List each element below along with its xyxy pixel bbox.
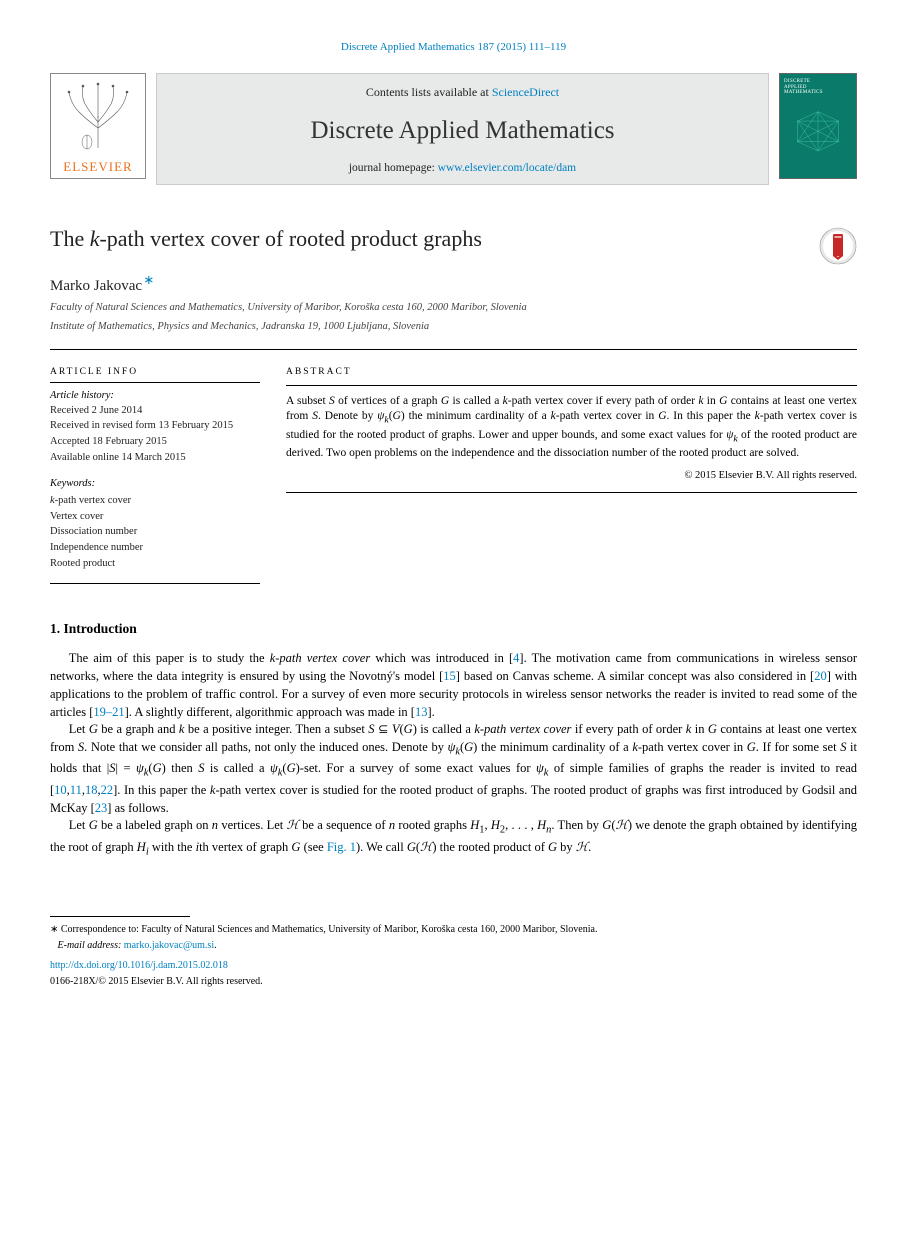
abstract-copyright: © 2015 Elsevier B.V. All rights reserved… — [286, 469, 857, 484]
ref-link[interactable]: 11 — [70, 783, 82, 797]
banner-center: Contents lists available at ScienceDirec… — [156, 73, 769, 185]
keyword: Independence number — [50, 541, 260, 556]
affiliation-1: Faculty of Natural Sciences and Mathemat… — [50, 301, 857, 316]
elsevier-label: ELSEVIER — [63, 158, 132, 176]
cover-graphic-icon — [790, 108, 846, 155]
crossmark-icon[interactable] — [819, 227, 857, 265]
contents-prefix: Contents lists available at — [366, 85, 492, 99]
banner: ELSEVIER Contents lists available at Sci… — [50, 73, 857, 185]
text: The aim of this paper is to study the — [69, 651, 270, 665]
article-info: ARTICLE INFO Article history: Received 2… — [50, 366, 260, 573]
paragraph: Let G be a graph and k be a positive int… — [50, 721, 857, 817]
text: which was introduced in [ — [370, 651, 513, 665]
ref-link[interactable]: 19–21 — [93, 705, 124, 719]
rule — [286, 492, 857, 493]
history-accepted: Accepted 18 February 2015 — [50, 435, 260, 450]
paragraph: The aim of this paper is to study the k-… — [50, 650, 857, 721]
rule — [50, 382, 260, 383]
keyword: Dissociation number — [50, 525, 260, 540]
author-name: Marko Jakovac ∗ — [50, 271, 857, 297]
history-revised: Received in revised form 13 February 201… — [50, 419, 260, 434]
elsevier-logo[interactable]: ELSEVIER — [50, 73, 146, 179]
paper-title: The k-path vertex cover of rooted produc… — [50, 225, 482, 253]
ref-link[interactable]: 23 — [95, 801, 108, 815]
ref-link[interactable]: 18 — [85, 783, 98, 797]
footnotes: ∗ Correspondence to: Faculty of Natural … — [50, 923, 857, 953]
abstract-head: ABSTRACT — [286, 366, 857, 379]
text: k-path vertex cover — [270, 651, 370, 665]
section-heading: 1. Introduction — [50, 620, 857, 639]
meta-block: ARTICLE INFO Article history: Received 2… — [50, 366, 857, 573]
text: ] based on Canvas scheme. A similar conc… — [456, 669, 814, 683]
body-text: The aim of this paper is to study the k-… — [50, 650, 857, 859]
footnote-email: E-mail address: marko.jakovac@um.si. — [50, 939, 857, 953]
article-history-label: Article history: — [50, 389, 260, 404]
email-link[interactable]: marko.jakovac@um.si — [124, 940, 214, 951]
keyword: k-path vertex cover — [50, 494, 260, 509]
figure-link[interactable]: Fig. 1 — [327, 840, 356, 854]
doi-line: http://dx.doi.org/10.1016/j.dam.2015.02.… — [50, 959, 857, 973]
author-corr-mark[interactable]: ∗ — [143, 272, 154, 287]
section-title: Introduction — [64, 621, 137, 636]
article-info-head: ARTICLE INFO — [50, 366, 260, 379]
author-text: Marko Jakovac — [50, 278, 142, 294]
title-row: The k-path vertex cover of rooted produc… — [50, 225, 857, 265]
email-label: E-mail address: — [58, 940, 122, 951]
citation-link[interactable]: Discrete Applied Mathematics 187 (2015) … — [341, 41, 566, 53]
footnote-correspondence: ∗ Correspondence to: Faculty of Natural … — [50, 923, 857, 937]
cover-title-3: MATHEMATICS — [784, 90, 852, 96]
copyright-footer: 0166-218X/© 2015 Elsevier B.V. All right… — [50, 975, 857, 989]
rule — [50, 349, 857, 350]
ref-link[interactable]: 10 — [54, 783, 67, 797]
doi-link[interactable]: http://dx.doi.org/10.1016/j.dam.2015.02.… — [50, 960, 228, 971]
ref-link[interactable]: 22 — [101, 783, 114, 797]
text: ]. — [427, 705, 434, 719]
affiliation-2: Institute of Mathematics, Physics and Me… — [50, 320, 857, 335]
sciencedirect-link[interactable]: ScienceDirect — [492, 85, 559, 99]
history-online: Available online 14 March 2015 — [50, 451, 260, 466]
rule — [50, 583, 260, 584]
contents-line: Contents lists available at ScienceDirec… — [167, 84, 758, 101]
section-number: 1. — [50, 621, 60, 636]
header-citation: Discrete Applied Mathematics 187 (2015) … — [50, 40, 857, 55]
abstract-text: A subset S of vertices of a graph G is c… — [286, 394, 857, 461]
homepage-prefix: journal homepage: — [349, 162, 438, 174]
rule — [286, 385, 857, 386]
ref-link[interactable]: 15 — [443, 669, 456, 683]
keyword: Rooted product — [50, 557, 260, 572]
journal-title: Discrete Applied Mathematics — [167, 113, 758, 148]
elsevier-tree-icon — [57, 78, 139, 150]
keyword: Vertex cover — [50, 510, 260, 525]
homepage-link[interactable]: www.elsevier.com/locate/dam — [438, 162, 576, 174]
paragraph: Let G be a labeled graph on n vertices. … — [50, 817, 857, 860]
text: ]. A slightly different, algorithmic app… — [125, 705, 415, 719]
history-received: Received 2 June 2014 — [50, 404, 260, 419]
ref-link[interactable]: 20 — [814, 669, 827, 683]
homepage-line: journal homepage: www.elsevier.com/locat… — [167, 160, 758, 176]
ref-link[interactable]: 13 — [415, 705, 428, 719]
corr-text: Correspondence to: Faculty of Natural Sc… — [58, 924, 597, 935]
keywords-label: Keywords: — [50, 477, 260, 492]
footnote-rule — [50, 916, 190, 917]
abstract: ABSTRACT A subset S of vertices of a gra… — [286, 366, 857, 573]
journal-cover-thumbnail[interactable]: DISCRETE APPLIED MATHEMATICS — [779, 73, 857, 179]
